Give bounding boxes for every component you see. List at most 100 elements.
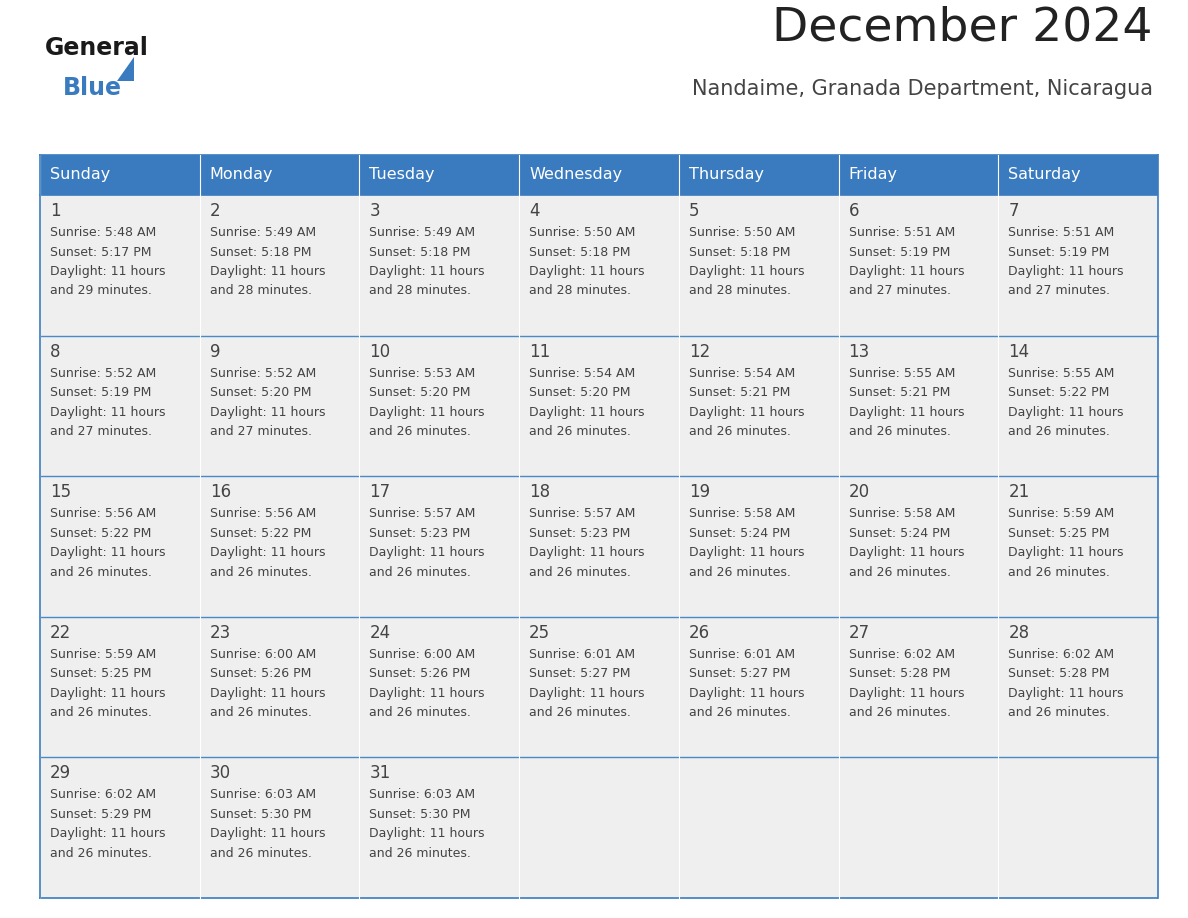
Bar [519,155,678,195]
Text: and 27 minutes.: and 27 minutes. [848,285,950,297]
Text: Daylight: 11 hours: Daylight: 11 hours [529,546,645,559]
Text: Saturday: Saturday [1009,167,1081,183]
Text: Daylight: 11 hours: Daylight: 11 hours [848,265,965,278]
Text: 19: 19 [689,483,710,501]
Text: 28: 28 [1009,624,1030,642]
Bar [360,476,519,617]
Text: Sunrise: 5:58 AM: Sunrise: 5:58 AM [689,508,795,521]
Bar [360,757,519,898]
Text: 5: 5 [689,202,700,220]
Text: 17: 17 [369,483,391,501]
Text: General: General [45,36,148,60]
Text: 27: 27 [848,624,870,642]
Text: Sunset: 5:23 PM: Sunset: 5:23 PM [369,527,470,540]
Text: 29: 29 [50,765,71,782]
Text: Blue: Blue [63,76,122,100]
Text: and 26 minutes.: and 26 minutes. [210,847,311,860]
Text: 10: 10 [369,342,391,361]
Text: Daylight: 11 hours: Daylight: 11 hours [50,265,165,278]
Text: Daylight: 11 hours: Daylight: 11 hours [50,827,165,840]
Text: Wednesday: Wednesday [529,167,623,183]
Text: Sunset: 5:22 PM: Sunset: 5:22 PM [210,527,311,540]
Bar [998,476,1158,617]
Text: Sunset: 5:19 PM: Sunset: 5:19 PM [848,245,950,259]
Text: Friday: Friday [848,167,898,183]
Text: and 27 minutes.: and 27 minutes. [50,425,152,438]
Text: Daylight: 11 hours: Daylight: 11 hours [689,265,804,278]
Bar [839,195,998,336]
Text: and 26 minutes.: and 26 minutes. [1009,565,1110,578]
Bar [519,757,678,898]
Bar [678,617,839,757]
Bar [40,617,200,757]
Text: Sunset: 5:18 PM: Sunset: 5:18 PM [369,245,470,259]
Text: and 26 minutes.: and 26 minutes. [369,847,472,860]
Text: Sunrise: 5:56 AM: Sunrise: 5:56 AM [50,508,157,521]
Text: Daylight: 11 hours: Daylight: 11 hours [689,687,804,700]
Bar [998,155,1158,195]
Bar [998,336,1158,476]
Text: 30: 30 [210,765,230,782]
Bar [839,155,998,195]
Bar [360,195,519,336]
Text: Daylight: 11 hours: Daylight: 11 hours [369,687,485,700]
Bar [998,617,1158,757]
Text: Daylight: 11 hours: Daylight: 11 hours [848,546,965,559]
Bar [519,336,678,476]
Text: and 26 minutes.: and 26 minutes. [848,706,950,720]
Text: 3: 3 [369,202,380,220]
Bar [519,195,678,336]
Text: Daylight: 11 hours: Daylight: 11 hours [529,687,645,700]
Text: Sunset: 5:17 PM: Sunset: 5:17 PM [50,245,152,259]
Text: Sunrise: 5:58 AM: Sunrise: 5:58 AM [848,508,955,521]
Text: Sunrise: 5:52 AM: Sunrise: 5:52 AM [50,366,157,380]
Bar [40,476,200,617]
Text: Sunrise: 5:54 AM: Sunrise: 5:54 AM [529,366,636,380]
Text: Thursday: Thursday [689,167,764,183]
Text: and 26 minutes.: and 26 minutes. [848,565,950,578]
Text: and 27 minutes.: and 27 minutes. [210,425,311,438]
Text: 9: 9 [210,342,220,361]
Text: 12: 12 [689,342,710,361]
Text: and 26 minutes.: and 26 minutes. [50,706,152,720]
Text: Daylight: 11 hours: Daylight: 11 hours [210,546,326,559]
Text: Sunset: 5:20 PM: Sunset: 5:20 PM [210,386,311,399]
Text: and 29 minutes.: and 29 minutes. [50,285,152,297]
Text: 13: 13 [848,342,870,361]
Text: 4: 4 [529,202,539,220]
Text: Sunset: 5:30 PM: Sunset: 5:30 PM [210,808,311,821]
Text: Sunrise: 5:56 AM: Sunrise: 5:56 AM [210,508,316,521]
Text: Sunset: 5:27 PM: Sunset: 5:27 PM [689,667,790,680]
Text: Daylight: 11 hours: Daylight: 11 hours [50,546,165,559]
Bar [200,155,360,195]
Text: 1: 1 [50,202,61,220]
Text: 6: 6 [848,202,859,220]
Text: Sunrise: 6:01 AM: Sunrise: 6:01 AM [529,648,636,661]
Bar [678,336,839,476]
Text: Sunrise: 6:00 AM: Sunrise: 6:00 AM [210,648,316,661]
Text: Daylight: 11 hours: Daylight: 11 hours [689,406,804,419]
Text: Sunrise: 6:03 AM: Sunrise: 6:03 AM [210,789,316,801]
Text: and 26 minutes.: and 26 minutes. [1009,706,1110,720]
Bar [678,155,839,195]
Bar [998,195,1158,336]
Text: 21: 21 [1009,483,1030,501]
Text: Daylight: 11 hours: Daylight: 11 hours [210,265,326,278]
Text: Sunset: 5:18 PM: Sunset: 5:18 PM [529,245,631,259]
Bar [360,155,519,195]
Text: Sunrise: 6:00 AM: Sunrise: 6:00 AM [369,648,475,661]
Text: 24: 24 [369,624,391,642]
Text: 7: 7 [1009,202,1019,220]
Text: Daylight: 11 hours: Daylight: 11 hours [529,265,645,278]
Text: Nandaime, Granada Department, Nicaragua: Nandaime, Granada Department, Nicaragua [691,79,1154,99]
Text: Sunrise: 6:02 AM: Sunrise: 6:02 AM [848,648,955,661]
Polygon shape [116,57,134,81]
Text: 16: 16 [210,483,230,501]
Text: and 28 minutes.: and 28 minutes. [210,285,311,297]
Text: Sunset: 5:26 PM: Sunset: 5:26 PM [369,667,470,680]
Text: and 28 minutes.: and 28 minutes. [689,285,791,297]
Text: and 27 minutes.: and 27 minutes. [1009,285,1111,297]
Text: and 26 minutes.: and 26 minutes. [369,565,472,578]
Bar [40,195,200,336]
Text: Daylight: 11 hours: Daylight: 11 hours [1009,546,1124,559]
